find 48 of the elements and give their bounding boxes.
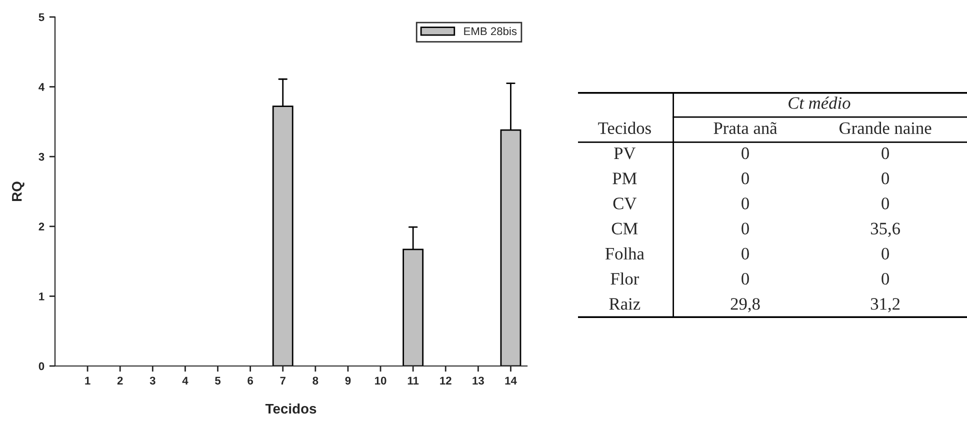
x-tick-label: 12 <box>440 376 452 384</box>
category-label: PM <box>612 172 637 184</box>
category-label: CV <box>613 198 637 210</box>
x-tick-label: 11 <box>408 376 419 384</box>
y-tick-label: 1 <box>39 292 44 300</box>
text: Tecidos <box>598 122 651 134</box>
x-tick-label: 1 <box>85 376 90 384</box>
category-label: Grande naine <box>840 122 932 134</box>
text: 31,2 <box>870 298 900 312</box>
x-tick-label: 8 <box>312 376 318 385</box>
category-label: Prata anã <box>714 122 778 134</box>
y-tick-label: 0 <box>38 362 44 370</box>
text: 0 <box>742 147 749 160</box>
x-tick-label: 2 <box>117 376 123 384</box>
x-axis-title: Tecidos <box>265 403 316 414</box>
x-tick-label: 6 <box>248 376 253 385</box>
category-label: CM <box>612 222 638 234</box>
legend-label: EMB 28bis <box>464 27 517 36</box>
x-tick-label: 3 <box>150 376 156 385</box>
text: 0 <box>882 198 889 210</box>
y-tick-label: 4 <box>38 83 45 91</box>
text: 0 <box>742 198 749 210</box>
text: 0 <box>742 248 749 260</box>
text: 0 <box>742 222 749 234</box>
category-label: Flor <box>610 272 639 285</box>
text: 29,8 <box>730 298 760 312</box>
y-axis-title: RQ <box>12 182 24 201</box>
y-tick-label: 3 <box>38 152 44 161</box>
x-tick-label: 9 <box>345 376 351 385</box>
text: 0 <box>742 272 749 285</box>
text: 0 <box>742 172 749 184</box>
text: 35,6 <box>870 222 900 237</box>
x-tick-label: 13 <box>472 376 484 385</box>
x-tick-label: 5 <box>215 376 221 385</box>
text: 0 <box>882 172 889 184</box>
category-label: Folha <box>605 247 644 260</box>
text: 0 <box>882 272 889 285</box>
x-tick-label: 10 <box>375 376 386 385</box>
text: 0 <box>882 248 889 260</box>
x-tick-label: 4 <box>182 376 188 384</box>
text: 0 <box>882 147 889 160</box>
category-label: PV <box>614 148 636 160</box>
category-label: Raiz <box>609 298 640 310</box>
text: Ct médio <box>788 96 850 109</box>
y-tick-label: 2 <box>38 222 44 230</box>
x-tick-label: 14 <box>505 376 517 384</box>
y-tick-label: 5 <box>38 13 44 22</box>
x-tick-label: 7 <box>280 376 286 384</box>
